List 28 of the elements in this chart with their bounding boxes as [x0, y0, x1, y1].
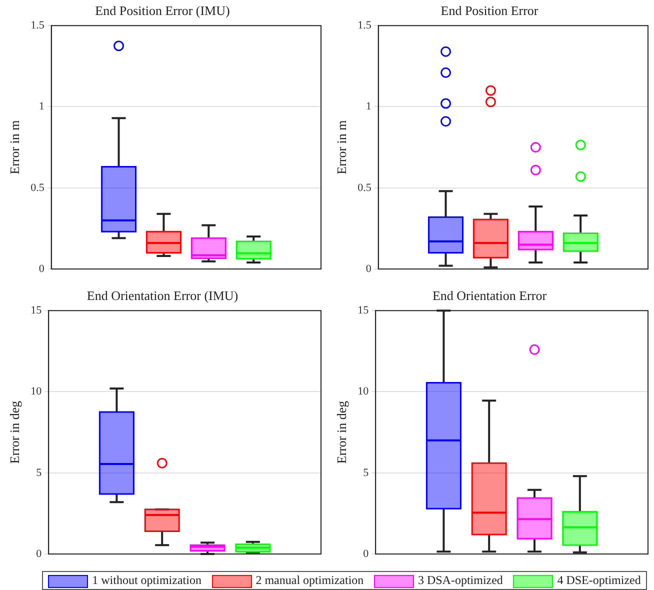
legend-label: 1 without optimization [91, 573, 202, 588]
y-tick-label: 5 [363, 466, 370, 479]
legend-label: 3 DSA-optimized [416, 573, 503, 588]
y-tick-label: 0 [363, 548, 370, 560]
y-axis-title: Error in deg [334, 400, 350, 464]
y-axis-title: Error in m [334, 120, 350, 174]
chart-title: End Orientation Error (IMU) [86, 288, 238, 304]
y-tick-label: 15 [30, 304, 42, 316]
chart-title: End Position Error [440, 3, 539, 18]
y-tick-label: 1.5 [30, 19, 45, 32]
y-tick-label: 1 [366, 100, 372, 113]
y-tick-label: 10 [358, 386, 370, 398]
y-tick-label: 0 [38, 262, 45, 275]
legend-label: 2 manual optimization [254, 573, 364, 588]
chart-title: End Position Error (IMU) [95, 3, 230, 18]
y-tick-label: 0.5 [30, 182, 45, 194]
y-axis-title: Error in m [7, 120, 22, 174]
y-axis-title: Error in deg [7, 400, 22, 464]
y-tick-label: 1.5 [358, 19, 372, 32]
y-tick-label: 0 [36, 548, 42, 560]
y-tick-label: 0.5 [358, 182, 372, 194]
chart-title: End Orientation Error [432, 288, 548, 304]
y-tick-label: 0 [366, 262, 372, 275]
y-tick-label: 15 [358, 304, 370, 316]
y-tick-label: 5 [36, 466, 42, 479]
y-tick-label: 1 [38, 100, 44, 113]
legend-label: 4 DSE-optimized [556, 573, 641, 588]
y-tick-label: 10 [30, 386, 42, 398]
